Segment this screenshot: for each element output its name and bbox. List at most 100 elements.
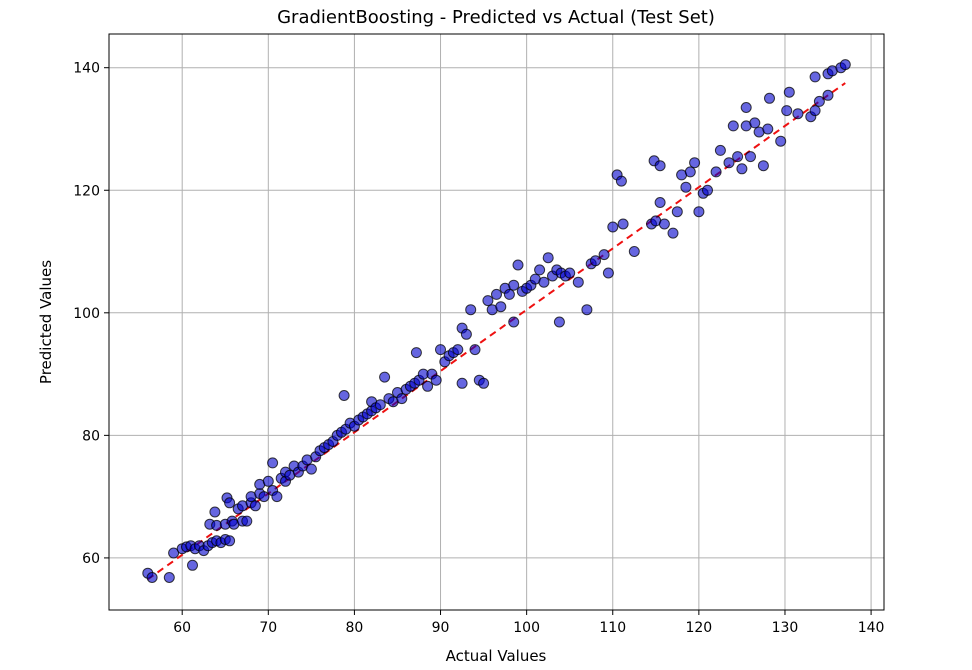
data-point	[503, 288, 515, 300]
data-point	[553, 316, 565, 328]
data-point	[740, 102, 752, 113]
data-point	[542, 252, 554, 264]
y-tick-label: 140	[73, 61, 100, 77]
data-point	[379, 371, 391, 383]
data-point	[822, 89, 834, 101]
data-point	[617, 218, 629, 230]
data-point	[338, 390, 350, 401]
data-point	[224, 535, 236, 547]
data-point	[241, 515, 253, 527]
data-point	[680, 181, 692, 193]
data-point	[693, 206, 705, 218]
y-axis-ticks: 60 80 100 120 140	[73, 61, 109, 567]
data-point	[654, 197, 666, 208]
data-point	[732, 151, 744, 163]
data-points	[142, 59, 851, 583]
x-tick-label: 130	[772, 620, 799, 636]
data-point	[572, 276, 584, 288]
data-point	[163, 572, 175, 583]
x-tick-label: 70	[259, 620, 277, 636]
data-point	[581, 304, 593, 316]
data-point	[249, 500, 261, 512]
data-point	[775, 135, 787, 147]
data-point	[607, 221, 619, 233]
data-point	[508, 279, 520, 291]
data-point	[723, 157, 735, 169]
data-point	[512, 259, 524, 271]
y-axis-label: Predicted Values	[37, 260, 55, 384]
data-point	[598, 249, 610, 261]
data-point	[809, 105, 821, 117]
data-point	[465, 304, 477, 316]
x-tick-label: 90	[432, 620, 450, 636]
data-point	[482, 295, 494, 307]
data-point	[602, 267, 614, 279]
data-point	[430, 374, 442, 386]
grid-lines	[109, 34, 884, 610]
data-point	[745, 151, 756, 163]
data-point	[224, 497, 236, 509]
data-point	[757, 160, 769, 172]
data-point	[452, 344, 464, 356]
data-point	[422, 380, 434, 392]
data-point	[305, 463, 317, 475]
data-point	[658, 218, 670, 230]
data-point	[762, 123, 774, 135]
data-point	[209, 506, 221, 518]
data-point	[262, 475, 274, 487]
data-point	[460, 328, 472, 340]
x-tick-label: 120	[685, 620, 712, 636]
data-point	[187, 559, 198, 571]
data-point	[839, 59, 851, 71]
y-tick-label: 100	[73, 306, 100, 322]
x-tick-label: 100	[513, 620, 540, 636]
data-point	[781, 105, 793, 117]
x-tick-label: 60	[173, 620, 191, 636]
data-point	[749, 117, 761, 129]
data-point	[710, 166, 722, 178]
data-point	[727, 120, 739, 132]
data-point	[456, 377, 468, 389]
data-point	[671, 206, 683, 218]
data-point	[478, 377, 490, 389]
data-point	[813, 95, 825, 107]
x-axis-label: Actual Values	[446, 647, 547, 665]
data-point	[783, 86, 795, 98]
data-point	[538, 276, 550, 288]
data-point	[267, 457, 279, 469]
data-point	[534, 264, 546, 276]
data-point	[271, 491, 283, 503]
data-point	[508, 316, 520, 328]
data-point	[615, 175, 627, 187]
data-point	[410, 347, 422, 359]
data-point	[764, 92, 775, 104]
y-tick-label: 80	[82, 428, 100, 444]
x-tick-label: 140	[858, 620, 885, 636]
x-tick-label: 80	[346, 620, 364, 636]
data-point	[491, 288, 502, 300]
data-point	[714, 144, 726, 156]
data-point	[469, 344, 481, 356]
data-point	[736, 163, 748, 175]
chart-title: GradientBoosting - Predicted vs Actual (…	[277, 7, 715, 28]
data-point	[628, 246, 640, 257]
data-point	[564, 267, 576, 279]
x-axis-ticks: 60 70 80 90 100 110 120 130 140	[173, 610, 884, 636]
y-tick-label: 120	[73, 183, 100, 199]
data-point	[667, 227, 679, 239]
data-point	[495, 301, 507, 313]
data-point	[258, 491, 270, 503]
data-point	[654, 160, 666, 172]
data-point	[435, 344, 446, 356]
data-point	[396, 393, 408, 405]
data-point	[702, 184, 713, 196]
y-tick-label: 60	[82, 551, 100, 567]
data-point	[689, 157, 701, 169]
data-point	[168, 547, 180, 559]
data-point	[792, 108, 804, 120]
plot-frame	[108, 33, 885, 611]
data-point	[146, 572, 158, 583]
data-point	[374, 399, 386, 411]
data-point	[684, 166, 696, 178]
